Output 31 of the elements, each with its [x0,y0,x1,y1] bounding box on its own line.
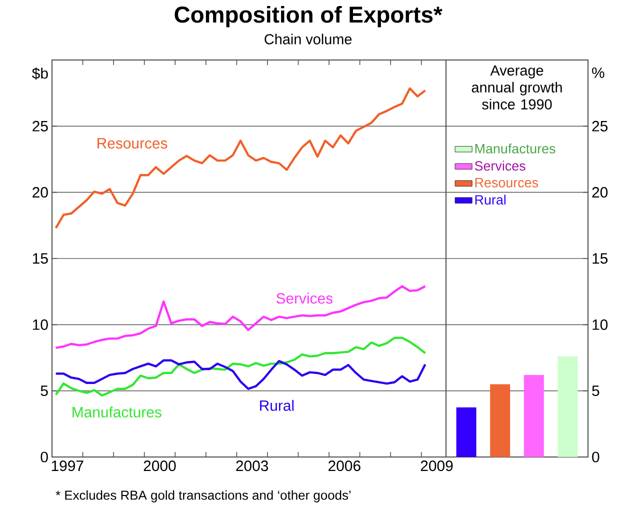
y-tick-label: 15 [592,253,608,264]
series-label: Manufactures [72,406,162,418]
text: * Excludes RBA gold transactions and ‘other goods’ [56,490,351,502]
y-axis-title: $b [32,67,48,80]
y-tick-label: 25 [32,120,48,132]
legend-label: Services [474,160,526,171]
legend-label: Rural [475,194,506,205]
x-tick-label: 2006 [328,460,360,472]
series-label: Rural [260,400,294,411]
y-tick-label: 25 [592,120,608,132]
y-tick-label: 15 [33,253,48,264]
y-tick-label: 5 [592,386,600,396]
x-tick-label: 1997 [52,460,84,472]
legend-label: Resources [475,178,538,188]
y-tick-label: 0 [592,452,600,462]
x-tick-label: 2003 [236,460,268,472]
y-tick-label: 10 [33,319,48,330]
chart-title: Composition of Exports* [174,6,442,28]
chart-subtitle: Chain volume [264,34,352,44]
x-tick-label: 2009 [420,460,453,472]
y-tick-label: 20 [592,187,608,198]
legend-label: Manufactures [475,144,556,154]
y-tick-label: 5 [40,386,48,396]
y-axis-title: % [592,67,604,78]
y-tick-label: 0 [40,452,48,462]
x-tick-label: 2000 [144,460,176,472]
y-tick-label: 20 [32,187,48,198]
series-label: Services [276,292,333,304]
series-label: Resources [98,138,168,149]
y-tick-label: 10 [592,319,608,330]
text: Average annual growth since 1990 [472,66,562,110]
